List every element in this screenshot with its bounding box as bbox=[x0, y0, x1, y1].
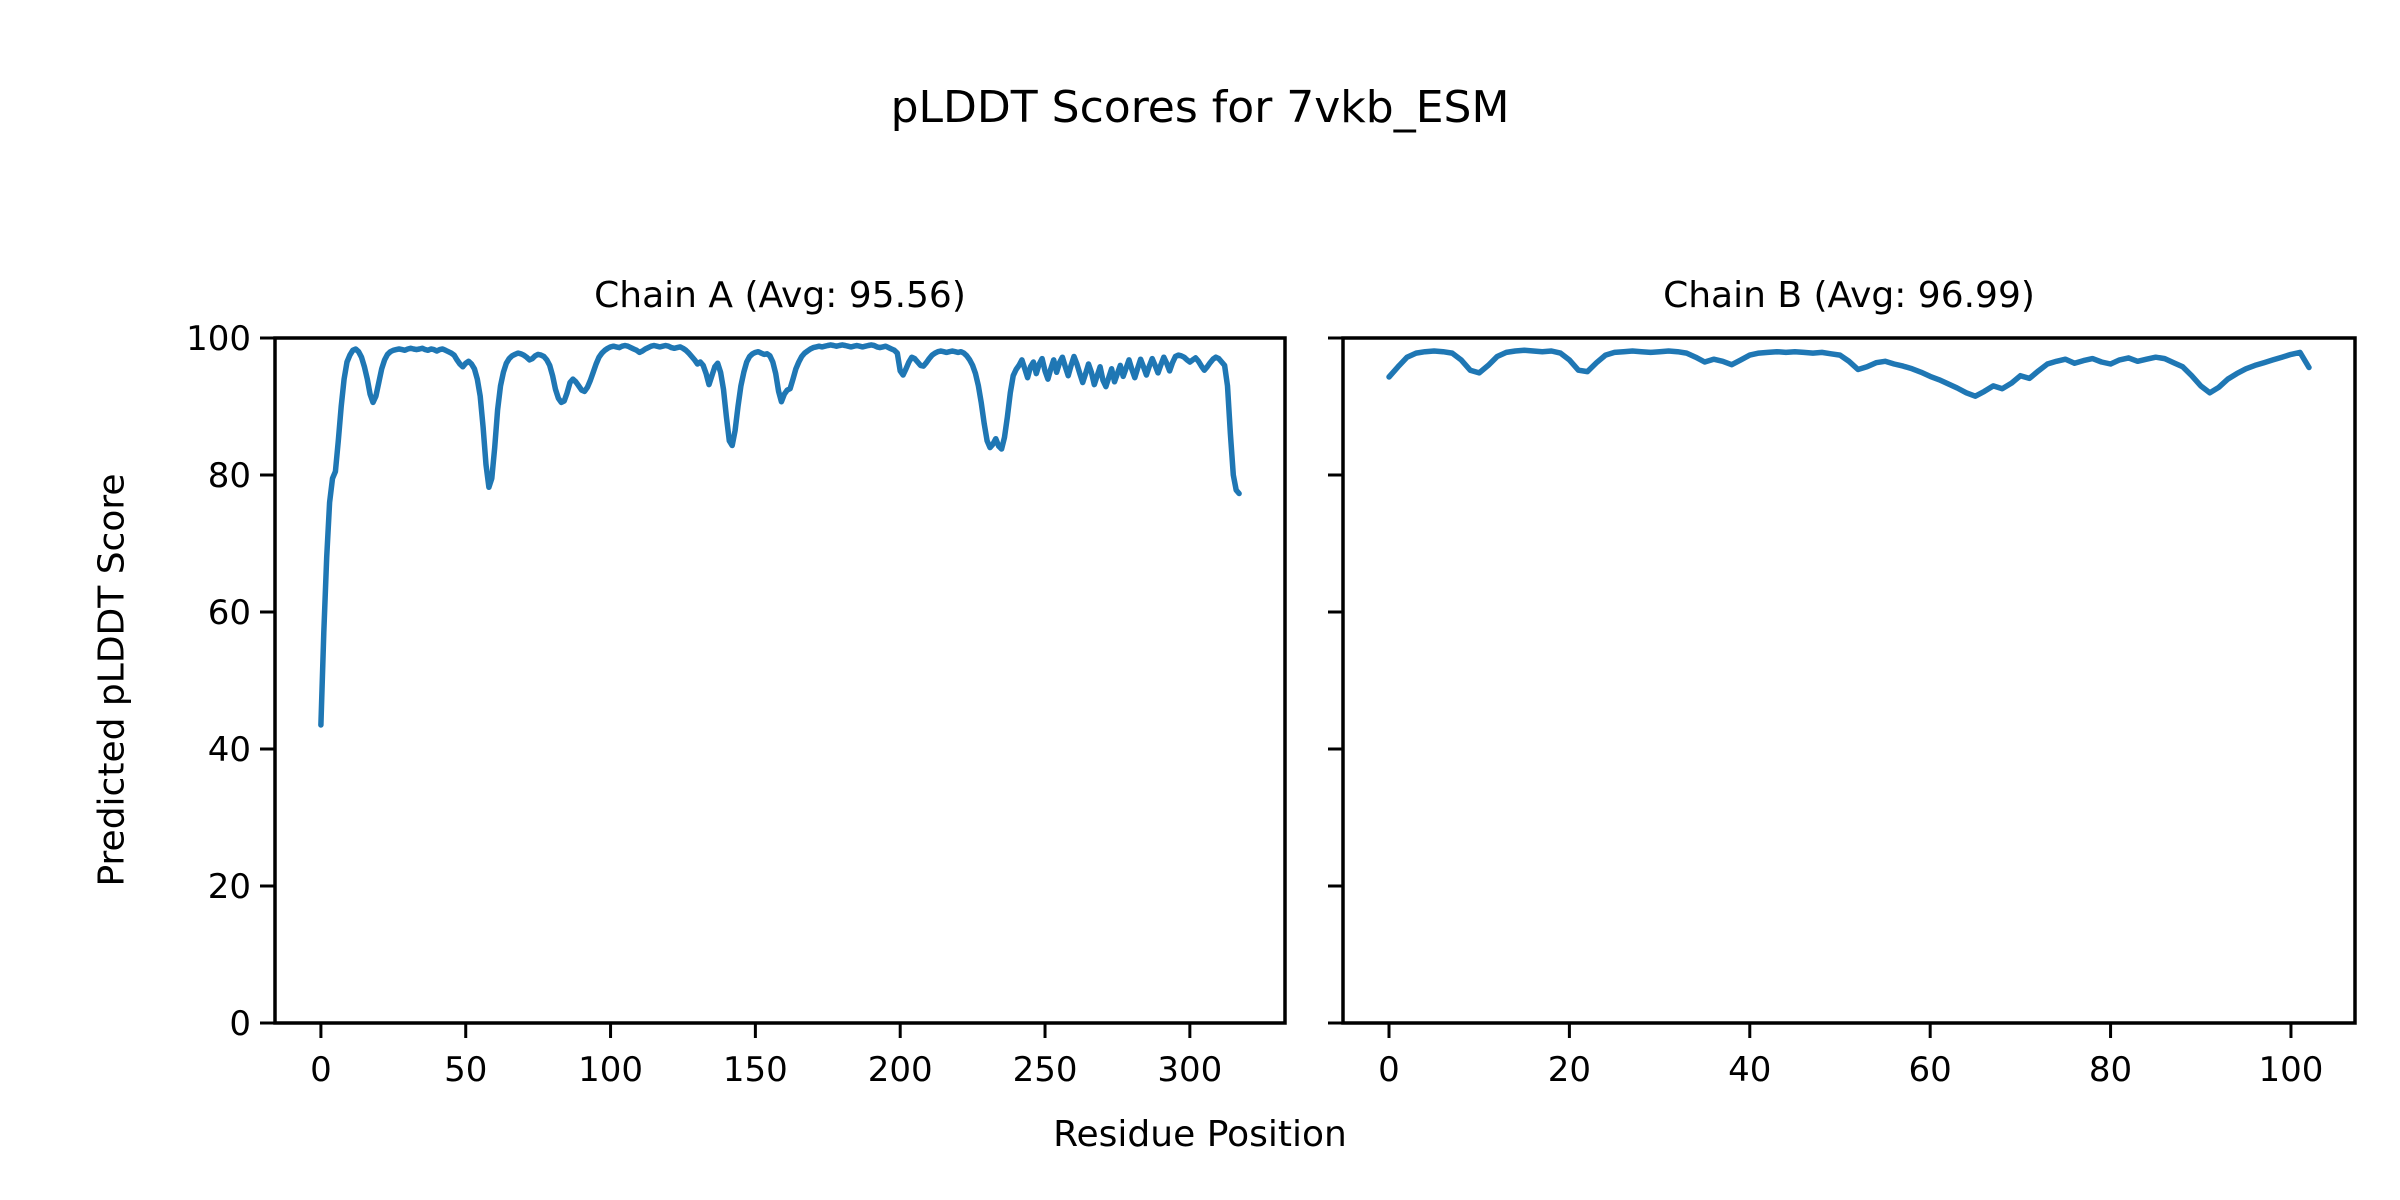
chain-a-title: Chain A (Avg: 95.56) bbox=[594, 275, 966, 316]
axes-frame bbox=[1341, 336, 2357, 1025]
x-tick-label: 80 bbox=[2089, 1050, 2132, 1090]
x-tick-label: 150 bbox=[723, 1050, 788, 1090]
x-tick-label: 0 bbox=[310, 1050, 332, 1090]
y-tick-label: 100 bbox=[186, 319, 251, 359]
y-tick-label: 80 bbox=[208, 456, 251, 496]
y-axis-label: Predicted pLDDT Score bbox=[91, 473, 133, 887]
subplot-chain-b: 0 20 40 60 80 100 bbox=[1328, 336, 2357, 1090]
y-tick-label: 40 bbox=[208, 730, 251, 770]
x-tick-label: 250 bbox=[1013, 1050, 1078, 1090]
figure-title: pLDDT Scores for 7vkb_ESM bbox=[890, 82, 1510, 133]
x-tick-label: 100 bbox=[578, 1050, 643, 1090]
x-tick-label: 300 bbox=[1157, 1050, 1222, 1090]
chain-b-title: Chain B (Avg: 96.99) bbox=[1663, 275, 2035, 316]
x-tick-label: 200 bbox=[868, 1050, 933, 1090]
x-tick-label: 60 bbox=[1909, 1050, 1952, 1090]
x-tick-label: 40 bbox=[1728, 1050, 1771, 1090]
x-tick-label: 20 bbox=[1548, 1050, 1591, 1090]
x-tick-label: 0 bbox=[1378, 1050, 1400, 1090]
plddt-line-chain-b bbox=[1386, 347, 2312, 399]
subplot-chain-a: 0 50 100 150 200 250 300 0 20 40 60 80 100 bbox=[186, 319, 1287, 1090]
x-tick-label: 100 bbox=[2259, 1050, 2324, 1090]
y-tick-label: 0 bbox=[229, 1004, 251, 1044]
x-tick-label: 50 bbox=[444, 1050, 487, 1090]
axes-frame bbox=[273, 336, 1287, 1025]
y-tick-label: 20 bbox=[208, 867, 251, 907]
y-tick-label: 60 bbox=[208, 593, 251, 633]
plddt-line-chain-a bbox=[318, 342, 1242, 728]
x-axis-label: Residue Position bbox=[1053, 1114, 1347, 1155]
